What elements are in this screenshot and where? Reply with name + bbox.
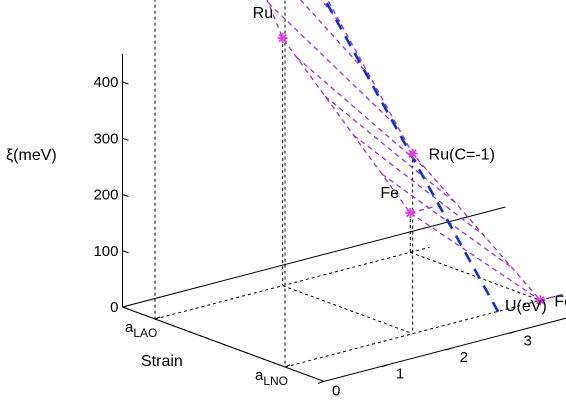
blue-dashed-line: [323, 0, 501, 315]
xi-tick-mark: [122, 306, 129, 310]
projection-lines: [154, 0, 560, 368]
strain-axis-title: Strain: [141, 353, 183, 370]
point-labels: FeFeRuRu(C=-1)Os(C=2)Os: [253, 5, 566, 310]
u-tick-mark: [445, 347, 452, 351]
surface-grid-line: [324, 95, 456, 204]
xi-tick-label: 0: [110, 299, 118, 316]
u-tick-label: 1: [396, 366, 404, 383]
point-label: Ru(C=-1): [429, 147, 495, 164]
tick-labels: 01002003004000123456aLAOaLNOξ(meV)U(eV)S…: [6, 74, 547, 399]
surface-rail: [540, 293, 566, 301]
u-tick-label: 2: [460, 349, 468, 366]
surface-grid-line: [296, 57, 428, 171]
u-tick-mark: [317, 380, 325, 384]
u-tick-label: 0: [332, 382, 340, 399]
chart-axes: [122, 53, 566, 384]
xi-tick-label: 100: [93, 243, 118, 260]
point-label: Fe: [554, 293, 566, 310]
point-marker-ru-c-1-: [407, 148, 418, 159]
strain-tick-label: aLAO: [125, 319, 157, 340]
strain-tick-label: aLNO: [255, 367, 288, 388]
floor-projection-line: [154, 246, 430, 320]
u-tick-mark: [509, 330, 516, 334]
xi-tick-label: 300: [93, 130, 118, 147]
floor-projection-line: [282, 285, 413, 335]
point-marker-fe: [535, 295, 546, 306]
floor-projection-line: [410, 251, 541, 301]
blue-dashed-line: [323, 0, 501, 315]
surface-grid-line: [268, 2, 399, 129]
point-marker-ru: [277, 33, 288, 44]
surface-grid-line: [320, 0, 343, 26]
surface-rail: [410, 205, 437, 214]
floor-projection-line: [154, 318, 286, 368]
u-axis-title: U(eV): [505, 298, 547, 315]
u-tick-label: 3: [523, 332, 531, 349]
xi-tick-label: 200: [93, 187, 118, 204]
surface-grid-line: [353, 134, 484, 236]
floor-back-edge: [122, 206, 506, 308]
xi-tick-mark: [122, 250, 129, 254]
floor-projection-line: [284, 294, 560, 368]
xi-tick-label: 400: [93, 74, 118, 91]
xi-tick-mark: [122, 137, 129, 141]
surface-grid-line: [409, 212, 541, 301]
xi-tick-mark: [122, 81, 129, 85]
point-label: Ru: [253, 5, 273, 22]
data-points: [277, 33, 546, 306]
u-tick-mark: [381, 364, 388, 368]
dashed-surface-grid: [266, 0, 566, 301]
xi-tick-mark: [122, 194, 129, 197]
point-marker-fe: [405, 207, 416, 218]
xi-axis-title: ξ(meV): [6, 147, 57, 164]
point-label: Fe: [380, 185, 399, 202]
